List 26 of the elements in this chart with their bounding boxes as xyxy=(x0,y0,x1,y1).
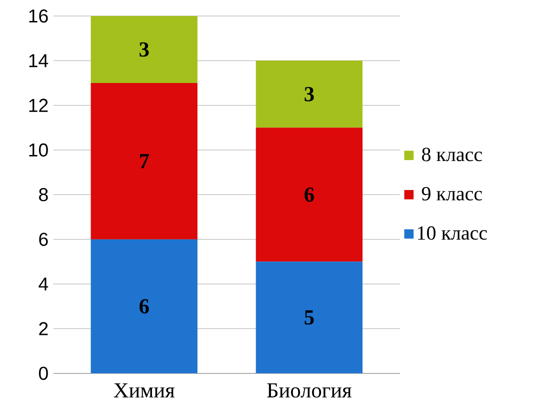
bar xyxy=(256,60,363,128)
y-tick-label: 10 xyxy=(29,143,48,157)
bar xyxy=(90,239,198,374)
bar xyxy=(90,16,198,83)
legend-label: 8 класс xyxy=(422,148,482,162)
x-tick-label: Химия xyxy=(114,383,175,398)
x-tick-label: Биология xyxy=(267,383,352,398)
data-label: 6 xyxy=(140,299,149,314)
bar xyxy=(90,83,198,240)
data-label: 7 xyxy=(140,154,149,168)
y-tick-label: 14 xyxy=(29,54,48,68)
legend-label: 10 класс xyxy=(418,226,487,240)
legend-label: 9 класс xyxy=(422,187,482,200)
y-tick-label: 0 xyxy=(38,366,48,380)
data-label: 6 xyxy=(304,188,314,202)
y-tick-label: 12 xyxy=(29,98,48,112)
data-label: 3 xyxy=(304,87,314,102)
y-tick-label: 8 xyxy=(39,188,48,202)
data-label: 5 xyxy=(304,310,314,325)
y-tick-label: 4 xyxy=(38,278,48,290)
y-tick-label: 16 xyxy=(29,9,48,23)
y-tick-label: 2 xyxy=(39,322,48,336)
bar xyxy=(256,262,363,374)
data-label: 3 xyxy=(140,42,149,57)
bar xyxy=(256,128,363,262)
y-tick-label: 6 xyxy=(39,232,48,246)
